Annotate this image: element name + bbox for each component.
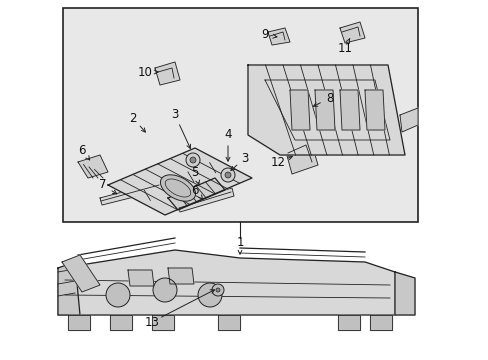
Text: 3: 3 bbox=[171, 108, 178, 122]
Polygon shape bbox=[155, 62, 180, 85]
Polygon shape bbox=[369, 315, 391, 330]
Text: 12: 12 bbox=[270, 156, 285, 168]
Polygon shape bbox=[337, 315, 359, 330]
Circle shape bbox=[190, 157, 196, 163]
Polygon shape bbox=[62, 255, 100, 292]
Polygon shape bbox=[289, 90, 309, 130]
Polygon shape bbox=[68, 315, 90, 330]
Polygon shape bbox=[108, 148, 251, 215]
Polygon shape bbox=[110, 315, 132, 330]
Circle shape bbox=[216, 288, 220, 292]
Polygon shape bbox=[285, 138, 317, 174]
Text: 6: 6 bbox=[78, 144, 85, 157]
Text: 13: 13 bbox=[144, 315, 159, 328]
Text: 4: 4 bbox=[224, 129, 231, 141]
Polygon shape bbox=[267, 28, 289, 45]
Polygon shape bbox=[100, 182, 162, 205]
Polygon shape bbox=[128, 270, 154, 286]
Polygon shape bbox=[218, 315, 240, 330]
Circle shape bbox=[153, 278, 177, 302]
Polygon shape bbox=[168, 178, 224, 210]
Circle shape bbox=[198, 283, 222, 307]
Text: 5: 5 bbox=[191, 166, 198, 179]
Polygon shape bbox=[58, 262, 80, 315]
Text: 9: 9 bbox=[261, 28, 268, 41]
Polygon shape bbox=[168, 268, 194, 284]
Polygon shape bbox=[364, 90, 384, 130]
Polygon shape bbox=[339, 90, 359, 130]
Text: 11: 11 bbox=[337, 41, 352, 54]
Text: 7: 7 bbox=[99, 179, 106, 192]
Circle shape bbox=[106, 283, 130, 307]
Text: 10: 10 bbox=[137, 66, 152, 78]
Polygon shape bbox=[399, 108, 417, 132]
Polygon shape bbox=[58, 250, 394, 315]
Ellipse shape bbox=[160, 175, 195, 201]
Text: 8: 8 bbox=[325, 91, 333, 104]
Text: 2: 2 bbox=[129, 112, 137, 125]
Circle shape bbox=[212, 284, 224, 296]
Circle shape bbox=[224, 172, 230, 178]
Bar bbox=[63, 8, 417, 222]
Circle shape bbox=[221, 168, 235, 182]
Polygon shape bbox=[314, 90, 334, 130]
Text: 1: 1 bbox=[236, 235, 243, 248]
Polygon shape bbox=[152, 315, 174, 330]
Polygon shape bbox=[178, 188, 234, 212]
Text: 3: 3 bbox=[241, 152, 248, 165]
Polygon shape bbox=[339, 22, 364, 43]
Polygon shape bbox=[247, 65, 404, 155]
Polygon shape bbox=[78, 155, 108, 178]
Circle shape bbox=[185, 153, 200, 167]
Text: 6: 6 bbox=[191, 184, 198, 197]
Polygon shape bbox=[394, 272, 414, 315]
